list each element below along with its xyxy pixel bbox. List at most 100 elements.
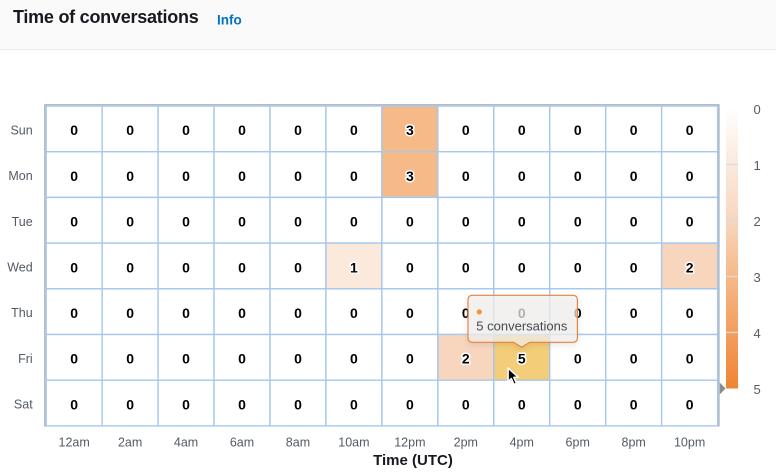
svg-text:0: 0	[630, 351, 638, 367]
svg-text:2pm: 2pm	[454, 435, 478, 449]
svg-text:0: 0	[350, 396, 358, 412]
svg-text:0: 0	[126, 214, 134, 230]
svg-text:8am: 8am	[286, 435, 310, 449]
svg-text:0: 0	[238, 351, 246, 367]
svg-text:0: 0	[686, 122, 694, 138]
svg-text:Mon: Mon	[8, 169, 32, 183]
svg-text:6pm: 6pm	[566, 435, 590, 449]
svg-text:Time of conversations: Time of conversations	[13, 7, 199, 27]
svg-text:Fri: Fri	[18, 352, 33, 366]
svg-text:0: 0	[126, 396, 134, 412]
svg-text:0: 0	[462, 305, 470, 321]
svg-text:0: 0	[182, 214, 190, 230]
svg-text:0: 0	[518, 122, 526, 138]
svg-text:0: 0	[630, 259, 638, 275]
svg-text:Sat: Sat	[14, 398, 33, 412]
svg-text:0: 0	[686, 214, 694, 230]
svg-text:Tue: Tue	[12, 215, 33, 229]
svg-text:2: 2	[462, 351, 470, 367]
svg-text:0: 0	[238, 168, 246, 184]
svg-text:0: 0	[518, 168, 526, 184]
svg-text:0: 0	[406, 214, 414, 230]
svg-text:0: 0	[238, 259, 246, 275]
svg-text:0: 0	[294, 259, 302, 275]
svg-text:Thu: Thu	[11, 306, 33, 320]
svg-text:0: 0	[574, 122, 582, 138]
svg-text:0: 0	[294, 214, 302, 230]
svg-text:0: 0	[686, 396, 694, 412]
svg-text:0: 0	[574, 396, 582, 412]
svg-text:0: 0	[630, 168, 638, 184]
svg-text:0: 0	[350, 351, 358, 367]
svg-text:0: 0	[70, 351, 78, 367]
svg-text:0: 0	[182, 168, 190, 184]
svg-text:0: 0	[294, 396, 302, 412]
svg-text:0: 0	[754, 102, 761, 117]
svg-text:5: 5	[518, 351, 526, 367]
svg-text:0: 0	[126, 351, 134, 367]
svg-text:0: 0	[518, 259, 526, 275]
svg-text:0: 0	[182, 396, 190, 412]
svg-text:0: 0	[350, 214, 358, 230]
svg-text:0: 0	[406, 396, 414, 412]
svg-text:0: 0	[126, 122, 134, 138]
svg-text:0: 0	[630, 122, 638, 138]
svg-text:0: 0	[350, 168, 358, 184]
svg-text:0: 0	[350, 305, 358, 321]
svg-text:3: 3	[754, 270, 761, 285]
svg-text:6am: 6am	[230, 435, 254, 449]
svg-text:0: 0	[462, 259, 470, 275]
svg-text:0: 0	[294, 122, 302, 138]
svg-text:0: 0	[462, 168, 470, 184]
svg-text:0: 0	[238, 305, 246, 321]
svg-text:0: 0	[70, 122, 78, 138]
svg-text:0: 0	[574, 168, 582, 184]
svg-text:0: 0	[126, 259, 134, 275]
svg-text:Wed: Wed	[7, 260, 33, 274]
svg-text:3: 3	[406, 122, 414, 138]
svg-text:2: 2	[754, 214, 761, 229]
svg-text:0: 0	[462, 214, 470, 230]
svg-text:2: 2	[686, 259, 694, 275]
svg-text:0: 0	[70, 168, 78, 184]
svg-text:0: 0	[182, 351, 190, 367]
svg-text:10pm: 10pm	[674, 435, 705, 449]
svg-text:0: 0	[406, 305, 414, 321]
svg-text:4: 4	[754, 326, 761, 341]
svg-text:0: 0	[70, 214, 78, 230]
svg-text:0: 0	[574, 214, 582, 230]
svg-text:0: 0	[686, 305, 694, 321]
svg-text:0: 0	[630, 305, 638, 321]
svg-text:0: 0	[350, 122, 358, 138]
svg-text:0: 0	[630, 214, 638, 230]
svg-text:0: 0	[294, 351, 302, 367]
svg-text:0: 0	[462, 122, 470, 138]
svg-text:0: 0	[406, 351, 414, 367]
svg-text:0: 0	[70, 305, 78, 321]
svg-text:Sun: Sun	[10, 123, 32, 137]
svg-text:Time (UTC): Time (UTC)	[373, 452, 453, 469]
svg-text:0: 0	[182, 305, 190, 321]
svg-text:5 conversations: 5 conversations	[476, 319, 568, 334]
svg-text:Info: Info	[217, 12, 242, 27]
svg-text:10am: 10am	[338, 435, 369, 449]
svg-text:0: 0	[406, 259, 414, 275]
svg-text:5: 5	[754, 382, 761, 397]
svg-text:0: 0	[182, 259, 190, 275]
svg-text:0: 0	[686, 351, 694, 367]
svg-text:1: 1	[754, 158, 761, 173]
svg-text:0: 0	[574, 351, 582, 367]
svg-text:0: 0	[686, 168, 694, 184]
svg-text:12am: 12am	[59, 435, 90, 449]
svg-text:0: 0	[126, 168, 134, 184]
svg-text:0: 0	[70, 396, 78, 412]
svg-text:0: 0	[238, 214, 246, 230]
svg-text:0: 0	[630, 396, 638, 412]
svg-text:0: 0	[294, 305, 302, 321]
svg-text:0: 0	[518, 396, 526, 412]
svg-text:2am: 2am	[118, 435, 142, 449]
svg-text:0: 0	[126, 305, 134, 321]
svg-text:0: 0	[182, 122, 190, 138]
svg-text:0: 0	[574, 259, 582, 275]
svg-text:0: 0	[462, 396, 470, 412]
